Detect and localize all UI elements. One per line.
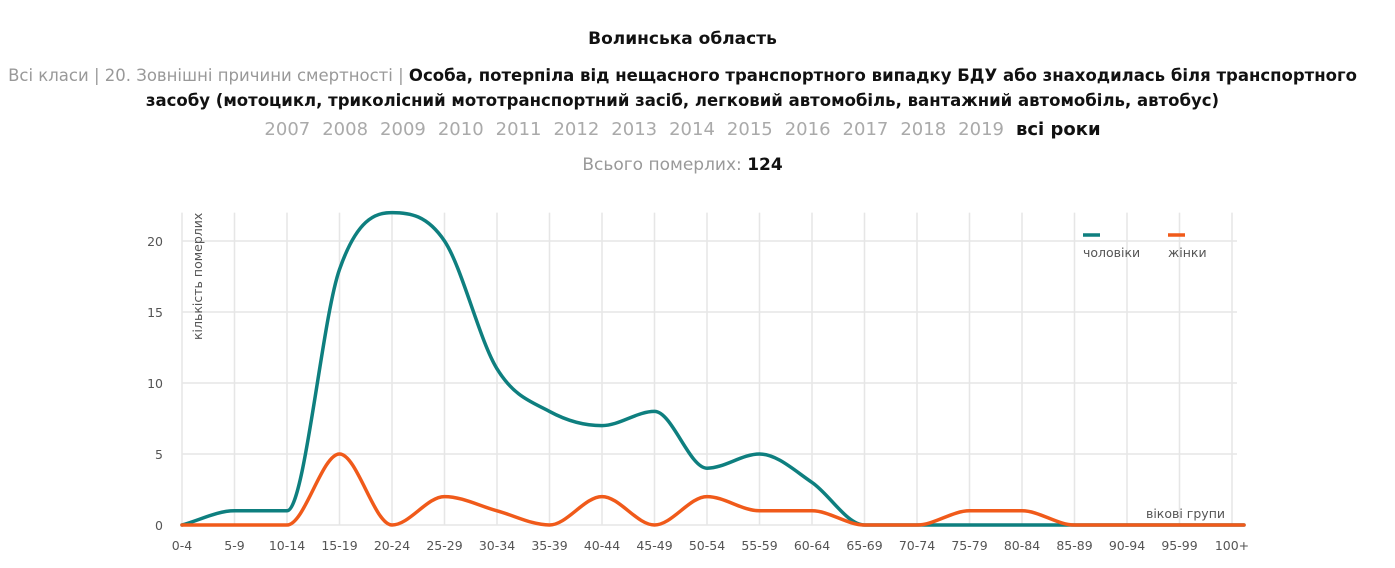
- x-tick-label: 30-34: [479, 538, 515, 553]
- x-tick-label: 75-79: [951, 538, 987, 553]
- year-option[interactable]: 2012: [553, 119, 600, 140]
- y-tick-label: 0: [155, 518, 163, 533]
- year-option[interactable]: 2008: [322, 119, 369, 140]
- x-tick-label: 10-14: [269, 538, 305, 553]
- year-option[interactable]: 2014: [669, 119, 715, 140]
- year-option[interactable]: 2011: [495, 119, 542, 140]
- breadcrumb-class[interactable]: 20. Зовнішні причини смертності: [104, 66, 393, 85]
- legend-label[interactable]: жінки: [1168, 245, 1207, 260]
- year-option[interactable]: 2018: [900, 119, 947, 140]
- year-option[interactable]: всі роки: [1015, 119, 1101, 140]
- breadcrumb-all-classes[interactable]: Всі класи: [8, 66, 89, 85]
- cause-title: Особа, потерпіла від нещасного транспорт…: [145, 66, 1357, 110]
- x-tick-label: 90-94: [1109, 538, 1145, 553]
- x-tick-label: 20-24: [374, 538, 410, 553]
- x-tick-label: 5-9: [224, 538, 244, 553]
- series-line-women: [180, 452, 1246, 527]
- y-tick-label: 5: [155, 447, 163, 462]
- x-tick-label: 55-59: [741, 538, 777, 553]
- x-tick-label: 35-39: [531, 538, 567, 553]
- x-tick-label: 70-74: [899, 538, 935, 553]
- y-tick-label: 15: [147, 305, 163, 320]
- x-tick-label: 95-99: [1161, 538, 1197, 553]
- y-axis-label: кількість померлих: [190, 213, 205, 340]
- year-option[interactable]: 2016: [784, 119, 831, 140]
- x-tick-label: 80-84: [1004, 538, 1040, 553]
- year-option[interactable]: 2015: [726, 119, 773, 140]
- x-tick-label: 15-19: [321, 538, 357, 553]
- legend-label[interactable]: чоловіки: [1083, 245, 1140, 260]
- x-tick-label: 25-29: [426, 538, 462, 553]
- x-tick-label: 45-49: [636, 538, 672, 553]
- x-tick-label: 0-4: [172, 538, 192, 553]
- total-deaths: Всього померлих: 124: [0, 155, 1365, 175]
- year-selector: 2007 2008 2009 2010 2011 2012 2013 2014 2015 2016…: [0, 119, 1365, 140]
- year-option[interactable]: 2010: [437, 119, 484, 140]
- year-option[interactable]: 2017: [842, 119, 889, 140]
- x-tick-label: 85-89: [1056, 538, 1092, 553]
- x-tick-label: 100+: [1215, 538, 1249, 553]
- breadcrumb-separator: |: [398, 66, 404, 85]
- breadcrumb-separator: |: [93, 66, 100, 85]
- x-tick-label: 65-69: [846, 538, 882, 553]
- y-tick-label: 10: [147, 376, 163, 391]
- total-label: Всього померлих:: [582, 155, 742, 175]
- y-tick-label: 20: [147, 234, 163, 249]
- total-value: 124: [747, 155, 783, 175]
- x-tick-label: 50-54: [689, 538, 725, 553]
- x-axis-label: вікові групи: [1146, 506, 1225, 521]
- year-option[interactable]: 2007: [264, 119, 311, 140]
- x-tick-label: 40-44: [584, 538, 620, 553]
- year-option[interactable]: 2013: [611, 119, 658, 140]
- year-option[interactable]: 2009: [380, 119, 426, 140]
- x-tick-label: 60-64: [794, 538, 830, 553]
- breadcrumb: Всі класи | 20. Зовнішні причини смертно…: [0, 63, 1365, 113]
- year-option[interactable]: 2019: [958, 119, 1004, 140]
- region-title: Волинська область: [588, 29, 777, 49]
